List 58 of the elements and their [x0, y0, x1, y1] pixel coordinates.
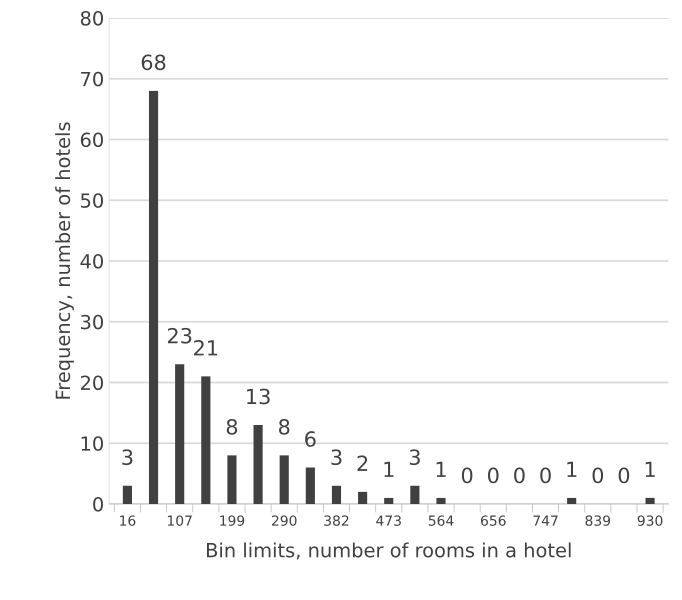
bar: [567, 498, 576, 504]
data-label: 0: [540, 468, 551, 484]
y-tick-label: 30: [81, 314, 103, 330]
bar: [122, 486, 132, 504]
x-tick-label: 473: [376, 515, 401, 526]
y-tick-label: 60: [80, 132, 103, 148]
data-label: 2: [358, 455, 368, 471]
y-tick-label: 80: [80, 10, 103, 26]
x-tick-label: 16: [120, 515, 136, 526]
data-label: 3: [122, 449, 132, 466]
data-label: 0: [618, 468, 630, 484]
bar: [148, 90, 158, 504]
data-label: 8: [226, 418, 238, 435]
bar: [280, 455, 289, 504]
data-label: 13: [247, 388, 270, 404]
y-tick-label: 50: [81, 193, 103, 208]
data-label: 0: [514, 468, 525, 484]
x-tick-label: 199: [220, 515, 244, 526]
bar: [436, 498, 446, 504]
data-label: 3: [331, 449, 342, 466]
bar: [306, 468, 315, 504]
y-tick-label: 0: [93, 496, 103, 512]
bar: [645, 498, 655, 504]
data-label: 68: [142, 54, 166, 70]
y-tick-label: 40: [80, 254, 103, 269]
y-tick-label: 10: [82, 436, 103, 451]
bar: [332, 486, 342, 504]
bar: [175, 364, 184, 504]
x-tick-label: 747: [533, 516, 558, 526]
bar: [227, 455, 237, 504]
data-label: 8: [278, 418, 290, 435]
data-label: 0: [462, 468, 472, 484]
x-tick-label: 839: [585, 515, 610, 526]
data-label: 23: [168, 328, 192, 344]
x-tick-label: 656: [480, 515, 506, 526]
bar: [410, 486, 420, 504]
bar: [201, 376, 210, 504]
bar: [254, 425, 263, 504]
x-tick-label: 382: [324, 515, 348, 526]
data-label: 1: [646, 462, 655, 477]
x-axis-title: Bin limits, number of rooms in a hotel: [206, 542, 571, 560]
data-label: 1: [384, 462, 394, 477]
data-label: 0: [488, 468, 499, 484]
bar: [384, 498, 394, 504]
y-tick-label: 70: [81, 72, 103, 86]
data-label: 6: [305, 431, 316, 447]
data-label: 3: [410, 449, 420, 466]
y-axis-title: Frequency, number of hotels: [55, 122, 74, 399]
data-label: 21: [194, 340, 218, 356]
y-tick-label: 20: [80, 375, 103, 390]
data-label: 1: [567, 462, 576, 477]
bar: [358, 492, 368, 504]
x-tick-label: 290: [272, 515, 297, 526]
data-label: 0: [592, 468, 604, 484]
x-tick-label: 930: [638, 515, 662, 526]
data-label: 1: [436, 462, 446, 477]
x-tick-label: 564: [428, 515, 454, 526]
x-tick-label: 107: [168, 515, 192, 526]
